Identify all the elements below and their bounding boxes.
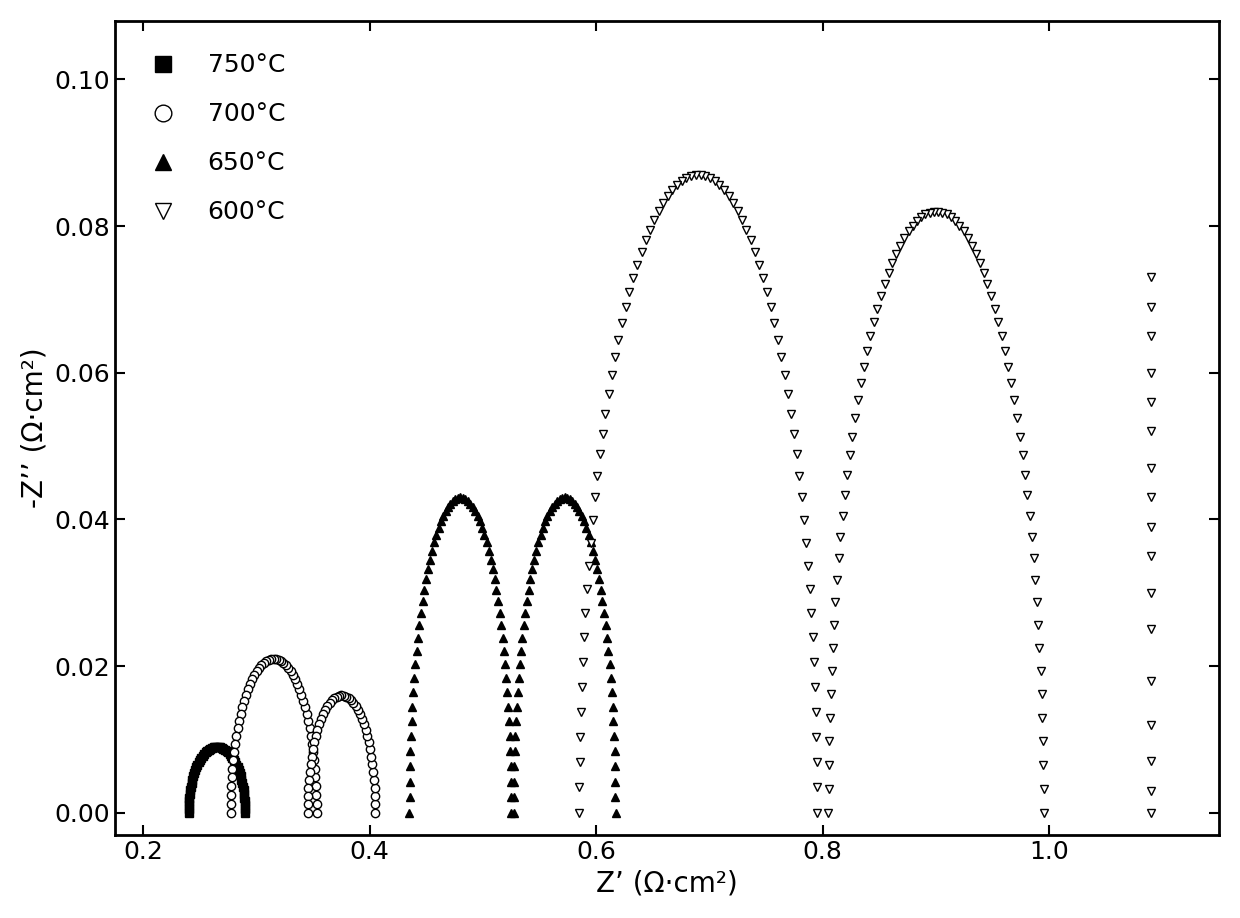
650°C <box>405 687 420 698</box>
600°C <box>578 608 593 619</box>
650°C <box>491 596 506 607</box>
650°C <box>402 807 417 818</box>
600°C <box>647 214 662 225</box>
700°C <box>223 799 238 810</box>
750°C <box>182 789 197 800</box>
750°C <box>210 741 224 752</box>
650°C <box>484 554 498 565</box>
700°C <box>223 807 238 818</box>
Line: 700°C: 700°C <box>227 655 321 817</box>
750°C <box>181 803 196 814</box>
700°C <box>298 701 312 712</box>
600°C <box>634 247 649 258</box>
Legend: 750°C, 700°C, 650°C, 600°C: 750°C, 700°C, 650°C, 600°C <box>128 33 305 244</box>
750°C <box>231 762 246 773</box>
X-axis label: Z’ (Ω·cm²): Z’ (Ω·cm²) <box>596 869 738 897</box>
700°C <box>224 763 239 774</box>
Y-axis label: -Z’’ (Ω·cm²): -Z’’ (Ω·cm²) <box>21 348 48 508</box>
Line: 750°C: 750°C <box>185 743 249 817</box>
650°C <box>465 501 480 512</box>
700°C <box>309 807 324 818</box>
650°C <box>448 494 463 505</box>
600°C <box>622 286 637 297</box>
700°C <box>283 666 298 677</box>
750°C <box>233 771 248 782</box>
700°C <box>267 654 281 665</box>
600°C <box>712 180 727 191</box>
650°C <box>503 807 518 818</box>
750°C <box>236 785 250 796</box>
Line: 650°C: 650°C <box>405 493 516 817</box>
600°C <box>810 807 825 818</box>
650°C <box>402 777 417 788</box>
700°C <box>303 722 317 733</box>
600°C <box>651 206 666 217</box>
650°C <box>453 492 467 503</box>
600°C <box>693 170 708 181</box>
750°C <box>221 746 236 757</box>
Line: 600°C: 600°C <box>575 171 821 817</box>
750°C <box>238 807 253 818</box>
600°C <box>572 807 587 818</box>
700°C <box>306 755 321 766</box>
750°C <box>181 807 196 818</box>
